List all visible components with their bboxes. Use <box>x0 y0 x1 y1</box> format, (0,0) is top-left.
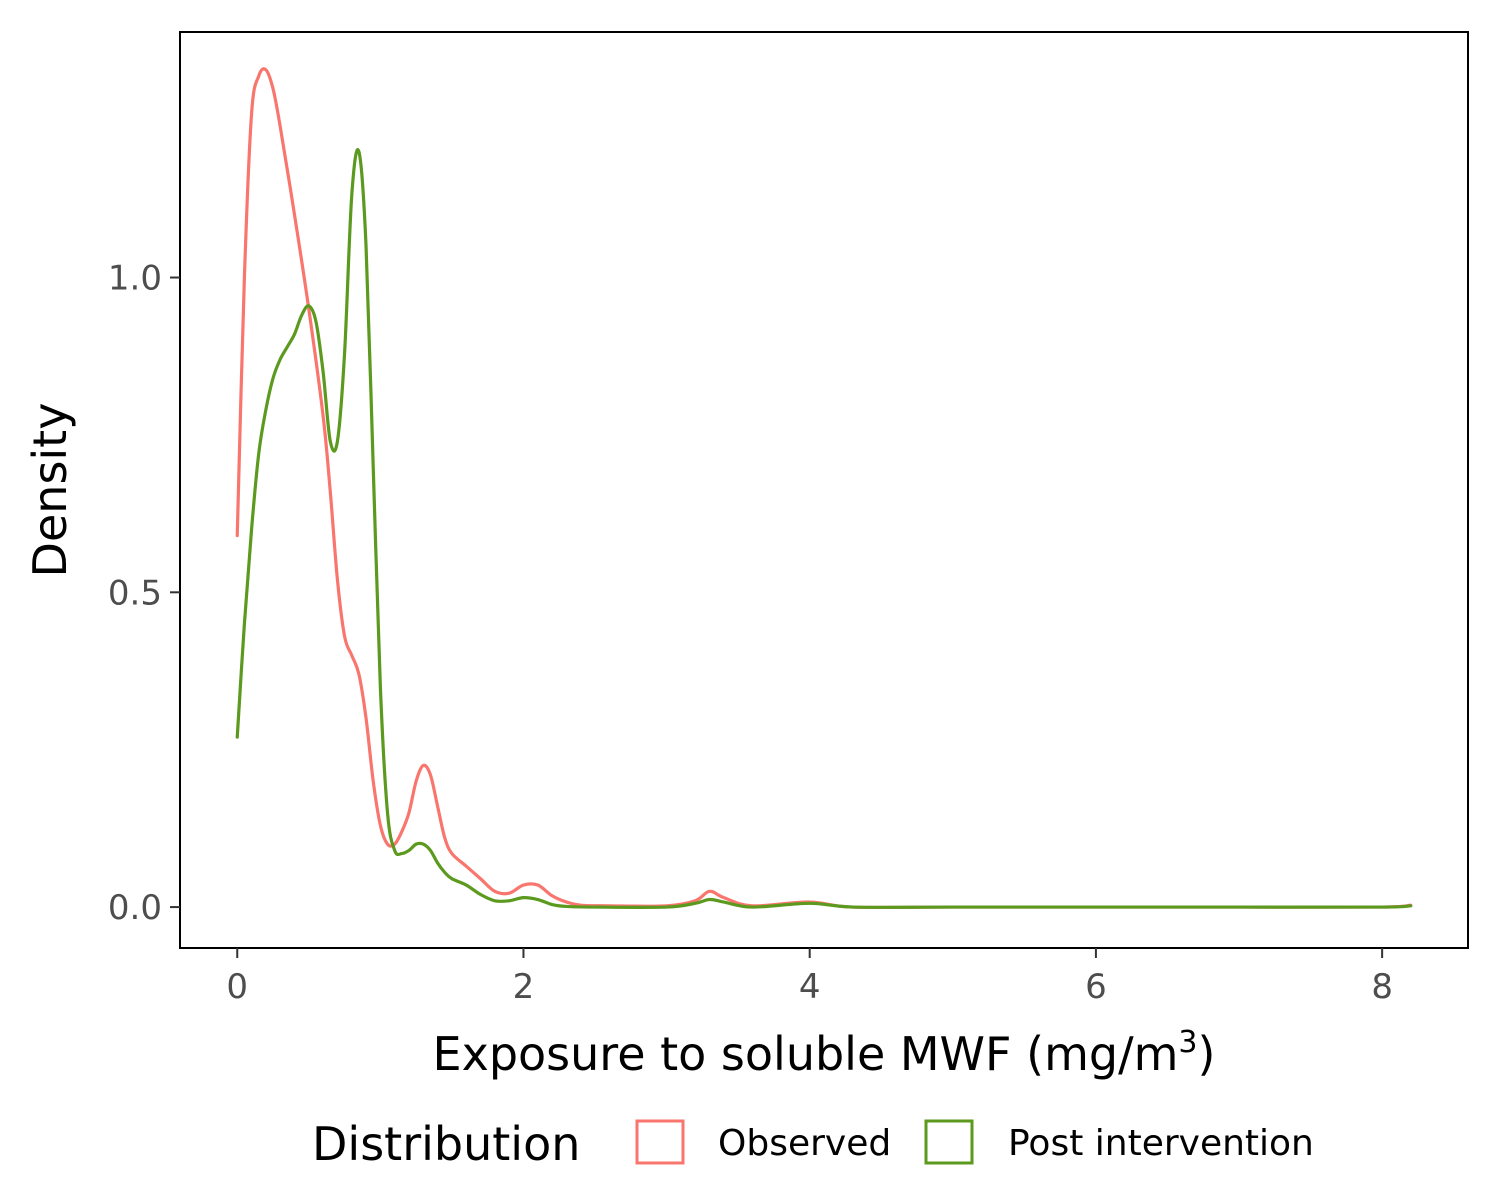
x-axis-title-superscript: 3 <box>1178 1025 1197 1060</box>
y-axis: 0.0 0.5 1.0 <box>108 259 180 928</box>
x-axis: 0 2 4 6 8 <box>226 948 1393 1007</box>
legend: Distribution Observed Post intervention <box>312 1117 1314 1171</box>
legend-key-observed <box>635 1119 685 1165</box>
y-tick-label: 1.0 <box>108 259 162 299</box>
y-tick-label: 0.0 <box>108 888 162 928</box>
legend-key-post-intervention <box>924 1119 974 1165</box>
x-tick-label: 2 <box>513 967 535 1007</box>
legend-title: Distribution <box>312 1117 580 1171</box>
y-tick-label: 0.5 <box>108 573 162 613</box>
x-axis-title-close: ) <box>1197 1027 1215 1081</box>
x-axis-title: Exposure to soluble MWF (mg/m3) <box>433 1025 1216 1081</box>
x-tick-label: 0 <box>226 967 248 1007</box>
legend-entries: Observed Post intervention <box>635 1119 1314 1165</box>
x-axis-title-main: Exposure to soluble MWF (mg/m <box>433 1027 1179 1081</box>
panel-border <box>179 31 1469 949</box>
x-tick-label: 8 <box>1371 967 1393 1007</box>
x-tick-label: 4 <box>799 967 821 1007</box>
x-tick-label: 6 <box>1085 967 1107 1007</box>
series-line-observed <box>235 67 1413 910</box>
legend-label-post-intervention: Post intervention <box>1008 1123 1314 1164</box>
y-axis-title: Density <box>23 403 77 578</box>
legend-label-observed: Observed <box>718 1123 891 1164</box>
series-line-post-intervention <box>235 148 1413 909</box>
series-layer <box>235 67 1413 910</box>
